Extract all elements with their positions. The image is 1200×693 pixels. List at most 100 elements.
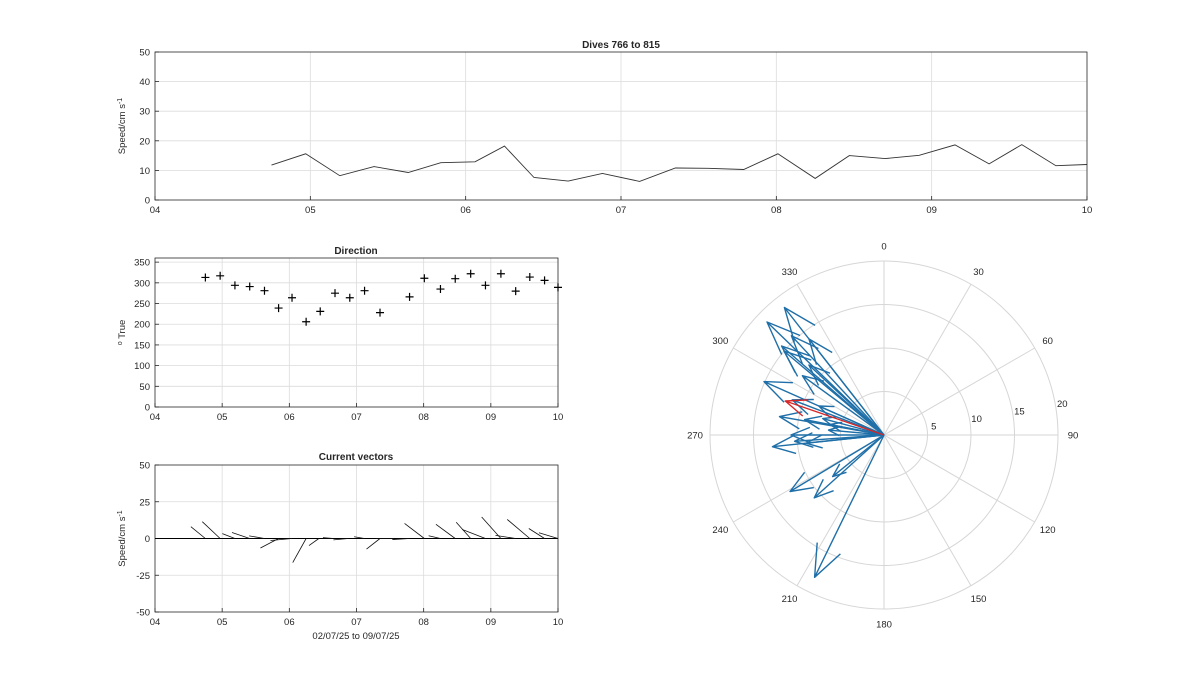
speed-x-tick-label: 10 [1082, 205, 1093, 216]
vectors-y-axis-label: Speed/cm s-1 [117, 510, 129, 567]
polar-current-arrow [778, 411, 885, 436]
vectors-x-tick-label: 04 [150, 617, 161, 628]
direction-point [288, 293, 297, 302]
direction-point [436, 285, 445, 294]
vectors-x-tick-label: 10 [553, 617, 564, 628]
polar-current-arrow [813, 434, 885, 499]
direction-chart-title: Direction [334, 246, 377, 257]
polar-angle-label: 60 [1042, 336, 1053, 347]
direction-y-tick-label: 0 [145, 403, 150, 414]
direction-point [316, 307, 325, 316]
direction-x-tick-label: 07 [351, 412, 362, 423]
direction-y-tick-label: 350 [134, 258, 150, 269]
speed-y-tick-label: 20 [139, 136, 150, 147]
polar-current-plot: 0 30 60 90 120 150 180 210 240 270 300 330 5 10 15 20 [687, 242, 1078, 631]
direction-point [554, 283, 562, 292]
polar-current-arrow [801, 375, 885, 436]
direction-point [540, 276, 549, 285]
vectors-y-tick-label: 50 [139, 461, 150, 472]
vector-stick [231, 532, 250, 539]
vectors-x-tick-label: 08 [418, 617, 429, 628]
speed-y-tick-label: 40 [139, 77, 150, 88]
vector-stick [333, 538, 349, 541]
vector-stick [190, 526, 206, 539]
speed-x-tick-label: 05 [305, 205, 316, 216]
vector-stick [428, 535, 441, 539]
vectors-x-axis-label: 02/07/25 to 09/07/25 [312, 631, 399, 642]
direction-y-axis-label: o True [117, 320, 129, 346]
polar-current-arrow [789, 434, 885, 493]
vector-stick [495, 534, 516, 539]
direction-y-tick-label: 50 [139, 382, 150, 393]
polar-spoke [883, 434, 972, 586]
polar-angle-label: 330 [782, 267, 798, 278]
speed-timeseries-panel: Dives 766 to 815 04 05 06 07 08 09 10 0 10 20 30 40… [117, 40, 1093, 216]
direction-point [331, 289, 340, 298]
polar-range-label: 5 [931, 422, 936, 433]
direction-point [245, 282, 254, 291]
polar-spoke [883, 347, 1035, 436]
polar-angle-label: 120 [1040, 525, 1056, 536]
vectors-chart-title: Current vectors [319, 452, 394, 463]
vector-stick [202, 521, 221, 539]
polar-angle-label: 90 [1068, 431, 1079, 442]
speed-y-tick-label: 50 [139, 48, 150, 59]
polar-angle-label: 270 [687, 431, 703, 442]
speed-x-tick-label: 08 [771, 205, 782, 216]
vectors-x-tick-label: 09 [486, 617, 497, 628]
vector-stick [249, 535, 265, 539]
speed-x-tick-label: 07 [616, 205, 627, 216]
speed-y-tick-label: 30 [139, 107, 150, 118]
direction-point [274, 304, 283, 313]
direction-point [376, 308, 385, 317]
vector-stick [222, 533, 236, 539]
polar-current-arrow [793, 432, 885, 448]
vector-stick [404, 523, 425, 539]
direction-x-tick-label: 08 [418, 412, 429, 423]
polar-current-arrow [763, 380, 885, 436]
direction-x-tick-label: 06 [284, 412, 295, 423]
direction-point [230, 281, 239, 290]
direction-x-tick-label: 05 [217, 412, 228, 423]
vectors-x-tick-label: 06 [284, 617, 295, 628]
direction-x-tick-label: 09 [486, 412, 497, 423]
speed-y-tick-label: 10 [139, 166, 150, 177]
vectors-x-tick-label: 07 [351, 617, 362, 628]
polar-current-arrow [813, 434, 885, 578]
vectors-y-tick-label: 25 [139, 497, 150, 508]
polar-range-label: 10 [971, 414, 982, 425]
direction-point [216, 271, 225, 280]
direction-point [260, 286, 269, 295]
polar-spoke [796, 284, 885, 436]
vector-stick [506, 519, 531, 539]
polar-current-arrow [783, 306, 885, 436]
speed-x-tick-label: 04 [150, 205, 161, 216]
polar-angle-label: 240 [712, 525, 728, 536]
direction-point [302, 317, 311, 326]
direction-y-tick-label: 200 [134, 320, 150, 331]
direction-point [481, 281, 490, 290]
polar-angle-label: 30 [973, 267, 984, 278]
vectors-x-tick-label: 05 [217, 617, 228, 628]
direction-y-tick-label: 250 [134, 299, 150, 310]
direction-scatter-panel: Direction 04 05 06 07 08 09 100501001502002503… [117, 246, 564, 423]
vector-stick [270, 538, 293, 541]
direction-point [360, 286, 369, 295]
direction-point [466, 269, 475, 278]
speed-series-line [271, 144, 1088, 182]
polar-current-arrow [790, 335, 885, 436]
direction-point [451, 274, 460, 283]
direction-point [525, 273, 534, 282]
direction-x-tick-label: 10 [553, 412, 564, 423]
speed-y-axis-label: Speed/cm s-1 [117, 98, 129, 155]
vector-stick [481, 516, 502, 539]
polar-angle-label: 300 [712, 336, 728, 347]
vectors-y-tick-label: 0 [145, 534, 150, 545]
speed-chart-title: Dives 766 to 815 [582, 40, 660, 51]
direction-plot-frame [154, 257, 559, 408]
polar-range-label: 15 [1014, 407, 1025, 418]
polar-spoke [883, 284, 972, 436]
direction-point [511, 287, 520, 296]
vector-stick [538, 532, 559, 539]
